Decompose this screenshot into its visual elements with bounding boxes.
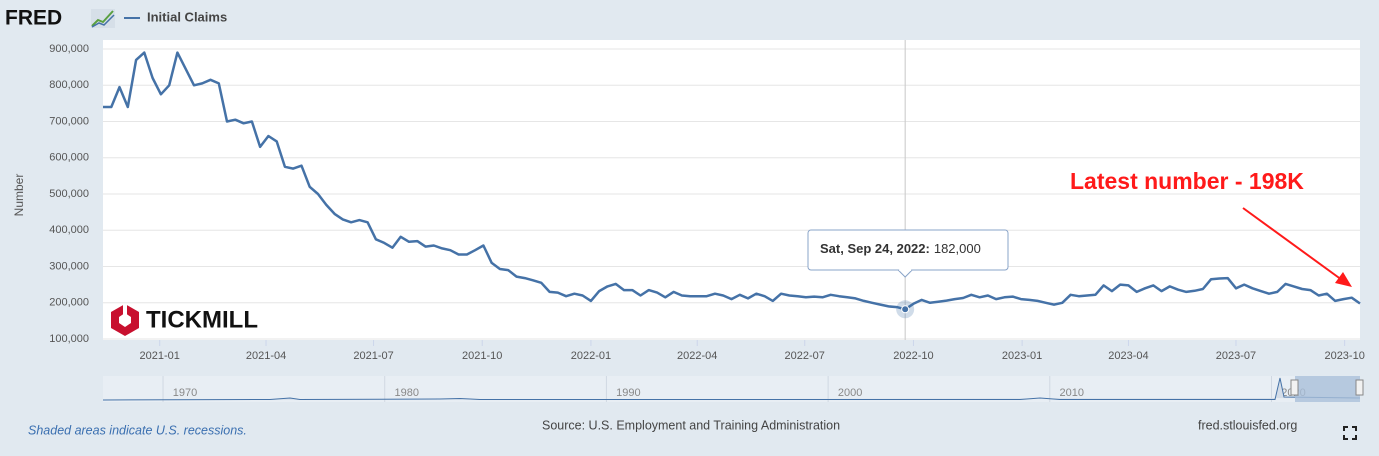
arrow-head [1335,272,1352,287]
y-tick-label: 600,000 [49,152,89,164]
fullscreen-button[interactable] [1343,426,1357,440]
y-axis-label: Number [12,174,26,217]
source: Source: U.S. Employment and Training Adm… [542,418,840,432]
navigator-selection[interactable] [1295,376,1360,402]
tooltip-layer: Sat, Sep 24, 2022: 182,000 [807,229,1009,319]
y-tick-label: 400,000 [49,224,89,236]
navigator-tick-label: 2010 [1060,387,1084,399]
y-tick-label: 500,000 [49,188,89,200]
x-tick-label: 2023-10 [1324,350,1364,362]
y-tick-label: 200,000 [49,297,89,309]
x-tick-label: 2022-04 [677,350,717,362]
x-tick-label: 2023-04 [1108,350,1148,362]
x-tick-label: 2022-10 [893,350,933,362]
annotation-arrow [1242,207,1343,281]
annotation: Latest number - 198K [1070,168,1304,194]
legend-label: Initial Claims [147,9,227,24]
x-tick-label: 2023-07 [1216,350,1256,362]
x-tick-label: 2021-04 [246,350,286,362]
hover-point [901,305,910,314]
x-tick-label: 2021-01 [140,350,180,362]
logo-text: TICKMILL [146,306,258,333]
grid: 100,000 200,000 300,000 400,000 500,000 600,0… [49,43,1365,362]
navigator-tick-label: 1970 [173,387,197,399]
y-tick-label: 700,000 [49,115,89,127]
recession-note: Shaded areas indicate U.S. recessions. [28,423,247,437]
x-tick-label: 2021-07 [353,350,393,362]
navigator [103,376,1360,402]
tooltip-text: Sat, Sep 24, 2022: 182,000 [820,241,981,256]
tooltip-value: 182,000 [934,241,981,256]
x-tick-label: 2021-10 [462,350,502,362]
brand: FRED [5,7,62,30]
navigator-handle[interactable] [1355,379,1364,396]
series-line [103,51,1361,311]
x-tick-label: 2023-01 [1002,350,1042,362]
logo-icon [111,304,139,336]
x-tick-label: 2022-01 [571,350,611,362]
tooltip-pointer-mask [899,268,912,271]
tooltip-date: Sat, Sep 24, 2022: [820,241,930,256]
navigator-series [102,377,1361,401]
y-tick-label: 300,000 [49,260,89,272]
y-tick-label: 900,000 [49,43,89,55]
y-tick-label: 800,000 [49,79,89,91]
navigator-tick-label: 1980 [394,387,418,399]
site[interactable]: fred.stlouisfed.org [1198,418,1297,432]
navigator-handle[interactable] [1290,379,1299,396]
plot [103,40,1361,340]
brand-icon [91,9,115,28]
y-tick-label: 100,000 [49,333,89,345]
x-tick-label: 2022-07 [785,350,825,362]
navigator-tick-label: 2000 [838,387,862,399]
navigator-tick-label: 1990 [616,387,640,399]
